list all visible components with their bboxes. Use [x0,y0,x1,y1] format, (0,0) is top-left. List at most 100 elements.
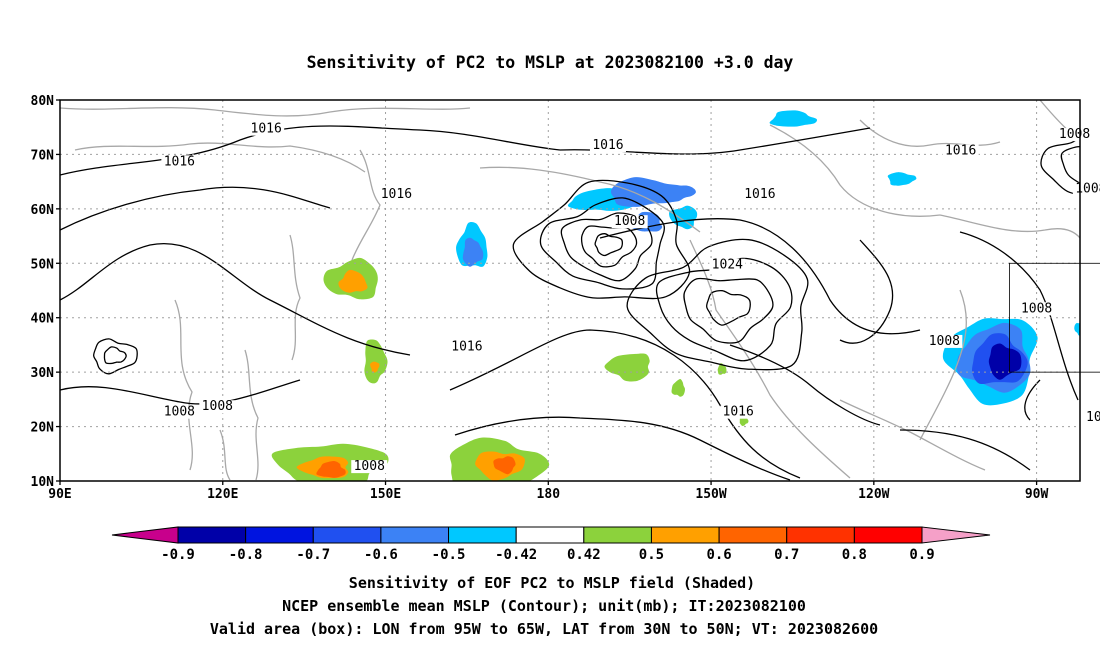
axis-ticks: 90E 120E 150E 180 150W 120W 90W 80N 70N 60N 50N 40N… [31,94,1049,502]
y-tick-label: 40N [31,312,55,327]
contour-label: 1008 [1021,301,1052,316]
x-tick-label: 180 [537,487,561,502]
shaded-region [338,269,368,293]
caption-line-3: Valid area (box): LON from 95W to 65W, L… [210,620,878,638]
contour-label: 1008 [354,459,385,474]
closed-isobar [1060,145,1080,185]
shaded-region [669,205,698,230]
contour-label: 1016 [451,339,482,354]
colorbar-high-extend [921,526,991,544]
coastline [839,399,986,471]
colorbar-tick-label: -0.6 [364,547,398,563]
shaded-region [988,343,1022,380]
colorbar [111,526,991,544]
contour-label-bg [709,258,746,272]
shaded-region [316,461,346,478]
contour-label: 1008 [1086,410,1100,425]
y-tick-label: 50N [31,257,55,272]
closed-isobar [683,277,774,344]
coastline [919,289,967,441]
closed-isobar [103,346,127,365]
contour-label: 1008 [614,214,645,229]
colorbar-bin [177,526,247,544]
contour-label: 1016 [945,143,976,158]
shaded-region [370,361,380,373]
isobar [60,125,561,176]
closed-isobar [93,338,138,375]
contour-label-bg [351,460,388,474]
plot-frame [59,99,1081,482]
shaded-region [1081,318,1100,453]
coastline [351,149,381,261]
shaded-region [1074,323,1080,337]
y-tick-label: 60N [31,203,55,218]
isobar [839,239,894,344]
isobar [599,218,921,335]
colorbar-tick-label: 0.6 [706,547,731,563]
contour-label: 1016 [744,187,775,202]
chart-title: Sensitivity of PC2 to MSLP at 2023082100… [307,53,794,72]
caption-line-1: Sensitivity of EOF PC2 to MSLP field (Sh… [349,574,755,592]
contour-label: 1016 [251,122,282,137]
contour-label: 1016 [164,154,195,169]
coastlines [60,100,1080,481]
plot-background [60,100,1080,481]
contour-label-bg [161,405,198,419]
coastline [939,214,1080,239]
closed-isobar [594,233,624,257]
x-tick-label: 90E [48,487,71,502]
colorbar-low-extend [111,526,179,544]
contour-label-bg [199,400,236,414]
colorbar-tick-label: -0.42 [495,547,537,563]
colorbar-tick-label: 0.42 [567,547,601,563]
coastline [174,299,193,471]
contour-label: 1016 [592,138,623,153]
coastline [60,107,471,117]
contour-label-bg [161,155,198,169]
contour-label: 1016 [381,187,412,202]
shaded-region [604,353,650,382]
isobar [454,416,791,481]
contour-label: 1024 [712,258,743,273]
coastline [289,234,301,361]
contour-label-bg [378,187,415,201]
colorbar-bin [380,526,450,544]
colorbar-bin [312,526,382,544]
y-tick-label: 10N [31,475,55,490]
x-tick-label: 120W [858,487,889,502]
shaded-region [887,172,917,186]
isobar [449,329,801,479]
x-tick-label: 90W [1025,487,1049,502]
contour-label-bg [720,405,757,419]
colorbar-tick-label: 0.5 [639,547,664,563]
isobar [60,379,301,405]
closed-isobar [539,197,665,290]
colorbar-tick-label: -0.9 [161,547,195,563]
shaded-region [1093,213,1100,231]
shaded-region [364,339,388,384]
shaded-region [739,416,749,427]
coastline [219,429,231,481]
contour-label: 1008 [202,399,233,414]
contour-label: 1008 [1059,127,1090,142]
colorbar-bin [650,526,720,544]
closed-isobar [626,238,809,371]
gridlines [60,100,1080,481]
shaded-region [1093,331,1100,418]
contour-label-bg [248,122,285,136]
y-tick-label: 30N [31,366,55,381]
colorbar-bin [853,526,923,544]
contour-label: 1008 [164,405,195,420]
closed-isobar [705,289,751,326]
x-tick-label: 150W [695,487,726,502]
contour-label: 1016 [723,405,754,420]
contour-label: 1008 [929,334,960,349]
y-tick-label: 70N [31,148,55,163]
contour-label-bg [589,138,626,152]
y-tick-label: 80N [31,94,55,109]
colorbar-bin [245,526,314,544]
shaded-region [671,378,685,397]
y-tick-label: 20N [31,421,55,436]
x-tick-label: 150E [370,487,401,502]
